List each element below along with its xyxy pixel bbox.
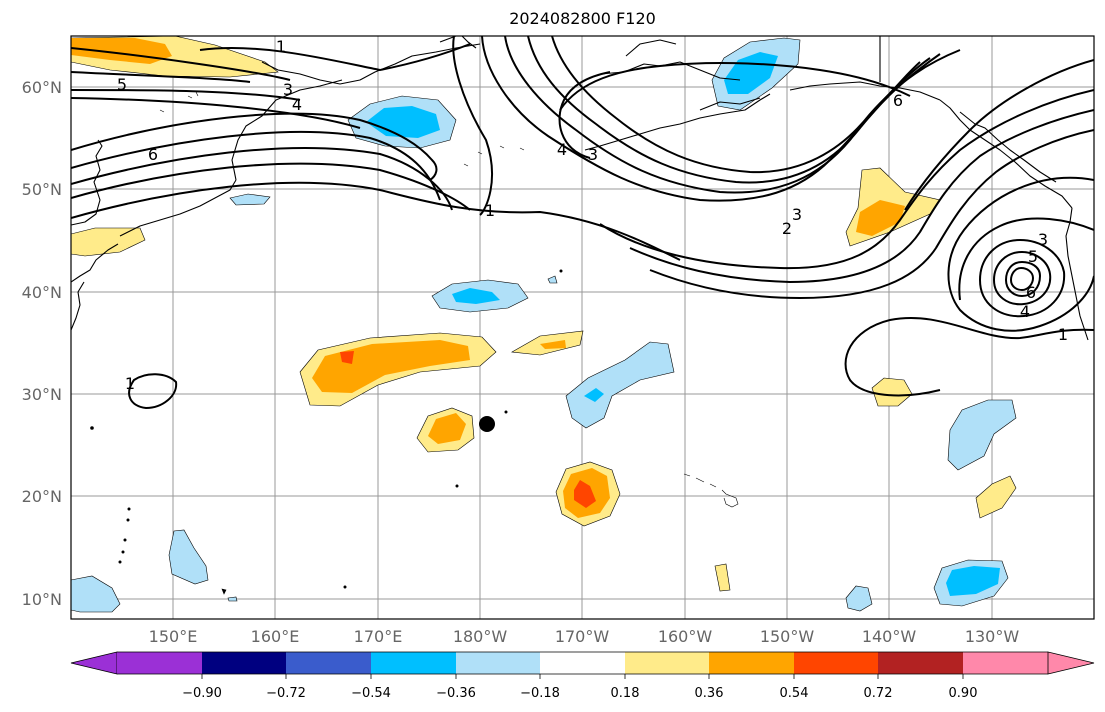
colorbar-segment bbox=[371, 652, 456, 674]
colorbar-tick-label: 0.72 bbox=[864, 686, 893, 701]
contour-label: 1 bbox=[1058, 325, 1068, 344]
colorbar-segment bbox=[878, 652, 963, 674]
map-frame bbox=[70, 35, 1095, 620]
contour-label: 4 bbox=[557, 140, 567, 159]
contour-label: 3 bbox=[283, 80, 293, 99]
lat-label: 10°N bbox=[22, 590, 62, 609]
anomaly-kuril-east bbox=[229, 193, 271, 206]
anomaly-small-east bbox=[845, 585, 873, 612]
colorbar-tick-label: −0.36 bbox=[436, 686, 476, 701]
lon-label: 180°W bbox=[453, 627, 508, 646]
contour-label: 1 bbox=[485, 201, 495, 220]
contour-label: 6 bbox=[1026, 283, 1036, 302]
contour-label: 3 bbox=[588, 145, 598, 164]
colorbar-segment bbox=[456, 652, 540, 674]
contour-label: 2 bbox=[782, 219, 792, 238]
colorbar-segment bbox=[540, 652, 625, 674]
lon-label: 160°E bbox=[251, 627, 300, 646]
colorbar-segment bbox=[117, 652, 202, 674]
anomaly-southeast bbox=[975, 475, 1017, 519]
colorbar-segment bbox=[286, 652, 371, 674]
colorbar-tick-label: −0.54 bbox=[351, 686, 391, 701]
lon-label: 140°W bbox=[862, 627, 917, 646]
lon-label: 130°W bbox=[965, 627, 1020, 646]
lon-label: 160°W bbox=[658, 627, 713, 646]
colorbar-tick-label: −0.72 bbox=[266, 686, 306, 701]
anomaly-east-north bbox=[947, 399, 1017, 471]
colorbar-ticks bbox=[201, 674, 964, 679]
anomaly-west-edge bbox=[71, 227, 146, 257]
contour-label: 4 bbox=[1020, 302, 1030, 321]
lat-label: 40°N bbox=[22, 283, 62, 302]
contour-lines bbox=[71, 36, 1094, 409]
contour-label: 5 bbox=[117, 75, 127, 94]
contour-label: 5 bbox=[1028, 247, 1038, 266]
lon-label: 150°E bbox=[149, 627, 198, 646]
contour-label: 6 bbox=[893, 91, 903, 110]
colorbar-tick-label: −0.18 bbox=[520, 686, 560, 701]
anomaly-west-pacific-2 bbox=[71, 575, 121, 613]
colorbar-segment bbox=[963, 652, 1048, 674]
contour-label: 4 bbox=[292, 95, 302, 114]
longitude-labels: 150°E 160°E 170°E 180°W 170°W 160°W 150°… bbox=[149, 627, 1020, 646]
contour-label: 6 bbox=[148, 145, 158, 164]
negative-anomaly-fills bbox=[71, 37, 1017, 613]
islands bbox=[90, 91, 739, 595]
colorbar-segment bbox=[625, 652, 709, 674]
map-area: 1 5 3 4 6 1 4 3 3 2 6 3 5 6 4 1 1 bbox=[71, 36, 1094, 619]
lat-label: 20°N bbox=[22, 487, 62, 506]
anomaly-central-tongue bbox=[565, 341, 675, 429]
contour-label: 1 bbox=[125, 374, 135, 393]
colorbar-tick-label: 0.90 bbox=[949, 686, 978, 701]
lon-label: 170°E bbox=[354, 627, 403, 646]
lon-label: 170°W bbox=[555, 627, 610, 646]
colorbar-tick-label: 0.18 bbox=[611, 686, 640, 701]
colorbar-tick-label: 0.36 bbox=[695, 686, 724, 701]
lat-label: 50°N bbox=[22, 180, 62, 199]
colorbar-segment bbox=[202, 652, 286, 674]
colorbar-tick-label: −0.90 bbox=[182, 686, 222, 701]
black-dot-marker bbox=[479, 416, 495, 432]
lat-label: 60°N bbox=[22, 78, 62, 97]
contour-label-group: 1 5 3 4 6 1 4 3 3 2 6 3 5 6 4 1 1 bbox=[117, 37, 1068, 393]
contour-label: 3 bbox=[792, 205, 802, 224]
colorbar-right-extend bbox=[1047, 651, 1095, 675]
colorbar-segment bbox=[709, 652, 794, 674]
contour-label: 3 bbox=[1038, 230, 1048, 249]
lon-label: 150°W bbox=[760, 627, 815, 646]
anomaly-west-pacific-1 bbox=[168, 529, 209, 585]
latitude-labels: 60°N 50°N 40°N 30°N 20°N 10°N bbox=[22, 78, 62, 609]
colorbar-segment bbox=[794, 652, 878, 674]
colorbar-tick-label: 0.54 bbox=[780, 686, 809, 701]
colorbar-left-extend bbox=[70, 651, 118, 675]
positive-anomaly-fills bbox=[71, 36, 1017, 592]
lat-label: 30°N bbox=[22, 385, 62, 404]
map-title: 2024082800 F120 bbox=[509, 9, 656, 28]
contour-label: 1 bbox=[276, 37, 286, 56]
colorbar: −0.90 −0.72 −0.54 −0.36 −0.18 0.18 0.36 … bbox=[70, 651, 1095, 701]
anomaly-south-small bbox=[714, 563, 731, 592]
